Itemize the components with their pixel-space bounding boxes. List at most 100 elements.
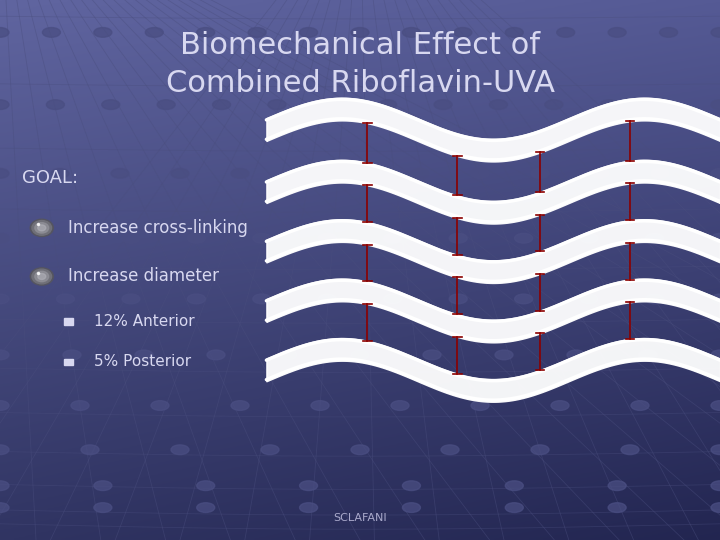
Ellipse shape [711, 168, 720, 178]
Ellipse shape [454, 28, 472, 37]
Ellipse shape [441, 445, 459, 455]
Ellipse shape [248, 28, 266, 37]
Text: Increase diameter: Increase diameter [68, 267, 220, 286]
Ellipse shape [111, 168, 129, 178]
Ellipse shape [557, 28, 575, 37]
Text: Biomechanical Effect of: Biomechanical Effect of [180, 31, 540, 60]
Ellipse shape [402, 503, 420, 512]
Ellipse shape [639, 350, 657, 360]
Ellipse shape [102, 100, 120, 110]
Circle shape [30, 219, 53, 237]
Ellipse shape [402, 481, 420, 490]
Ellipse shape [300, 481, 318, 490]
Ellipse shape [711, 445, 720, 455]
Ellipse shape [490, 100, 508, 110]
Ellipse shape [197, 503, 215, 512]
Circle shape [35, 222, 49, 233]
Ellipse shape [46, 100, 64, 110]
Ellipse shape [711, 350, 720, 360]
Ellipse shape [471, 168, 489, 178]
Ellipse shape [651, 168, 669, 178]
Ellipse shape [0, 100, 9, 110]
Ellipse shape [323, 100, 341, 110]
Ellipse shape [253, 233, 271, 243]
Ellipse shape [279, 350, 297, 360]
Ellipse shape [187, 233, 205, 243]
Ellipse shape [300, 503, 318, 512]
Ellipse shape [212, 100, 230, 110]
Ellipse shape [0, 233, 9, 243]
Bar [64, 318, 73, 325]
Ellipse shape [545, 100, 563, 110]
Circle shape [37, 225, 46, 231]
Ellipse shape [567, 350, 585, 360]
Ellipse shape [711, 481, 720, 490]
Bar [64, 359, 73, 365]
Text: Increase cross-linking: Increase cross-linking [68, 219, 248, 237]
Ellipse shape [0, 481, 9, 490]
Ellipse shape [351, 168, 369, 178]
Ellipse shape [423, 350, 441, 360]
Ellipse shape [171, 445, 189, 455]
Ellipse shape [56, 233, 74, 243]
Ellipse shape [646, 233, 664, 243]
Ellipse shape [197, 481, 215, 490]
Ellipse shape [600, 100, 618, 110]
Circle shape [37, 273, 46, 280]
Ellipse shape [94, 503, 112, 512]
Ellipse shape [495, 350, 513, 360]
Ellipse shape [171, 168, 189, 178]
Ellipse shape [0, 168, 9, 178]
Ellipse shape [402, 28, 420, 37]
Ellipse shape [608, 481, 626, 490]
Ellipse shape [122, 233, 140, 243]
Ellipse shape [145, 28, 163, 37]
Ellipse shape [231, 168, 249, 178]
Ellipse shape [531, 168, 549, 178]
Ellipse shape [471, 401, 489, 410]
Ellipse shape [0, 445, 9, 455]
Ellipse shape [187, 294, 205, 304]
Ellipse shape [197, 28, 215, 37]
Ellipse shape [711, 100, 720, 110]
Ellipse shape [646, 294, 664, 304]
Text: 12% Anterior: 12% Anterior [94, 314, 194, 329]
Ellipse shape [56, 294, 74, 304]
Ellipse shape [318, 294, 336, 304]
Ellipse shape [42, 28, 60, 37]
Ellipse shape [51, 168, 69, 178]
Ellipse shape [580, 233, 598, 243]
Ellipse shape [551, 401, 569, 410]
Ellipse shape [94, 481, 112, 490]
Ellipse shape [253, 294, 271, 304]
Text: GOAL:: GOAL: [22, 169, 78, 187]
Ellipse shape [122, 294, 140, 304]
Ellipse shape [660, 28, 678, 37]
Ellipse shape [384, 233, 402, 243]
Circle shape [32, 269, 52, 284]
Ellipse shape [311, 401, 329, 410]
Ellipse shape [63, 350, 81, 360]
Text: 5% Posterior: 5% Posterior [94, 354, 191, 369]
Ellipse shape [261, 445, 279, 455]
Ellipse shape [81, 445, 99, 455]
Ellipse shape [379, 100, 397, 110]
Ellipse shape [505, 503, 523, 512]
Ellipse shape [608, 503, 626, 512]
Ellipse shape [505, 28, 523, 37]
Ellipse shape [711, 233, 720, 243]
Ellipse shape [351, 350, 369, 360]
Ellipse shape [411, 168, 429, 178]
Ellipse shape [449, 294, 467, 304]
Ellipse shape [157, 100, 175, 110]
Ellipse shape [351, 28, 369, 37]
Text: Combined Riboflavin-UVA: Combined Riboflavin-UVA [166, 69, 554, 98]
Ellipse shape [711, 503, 720, 512]
Ellipse shape [621, 445, 639, 455]
Ellipse shape [531, 445, 549, 455]
Ellipse shape [631, 401, 649, 410]
Ellipse shape [268, 100, 286, 110]
Ellipse shape [0, 401, 9, 410]
Ellipse shape [449, 233, 467, 243]
Ellipse shape [505, 481, 523, 490]
